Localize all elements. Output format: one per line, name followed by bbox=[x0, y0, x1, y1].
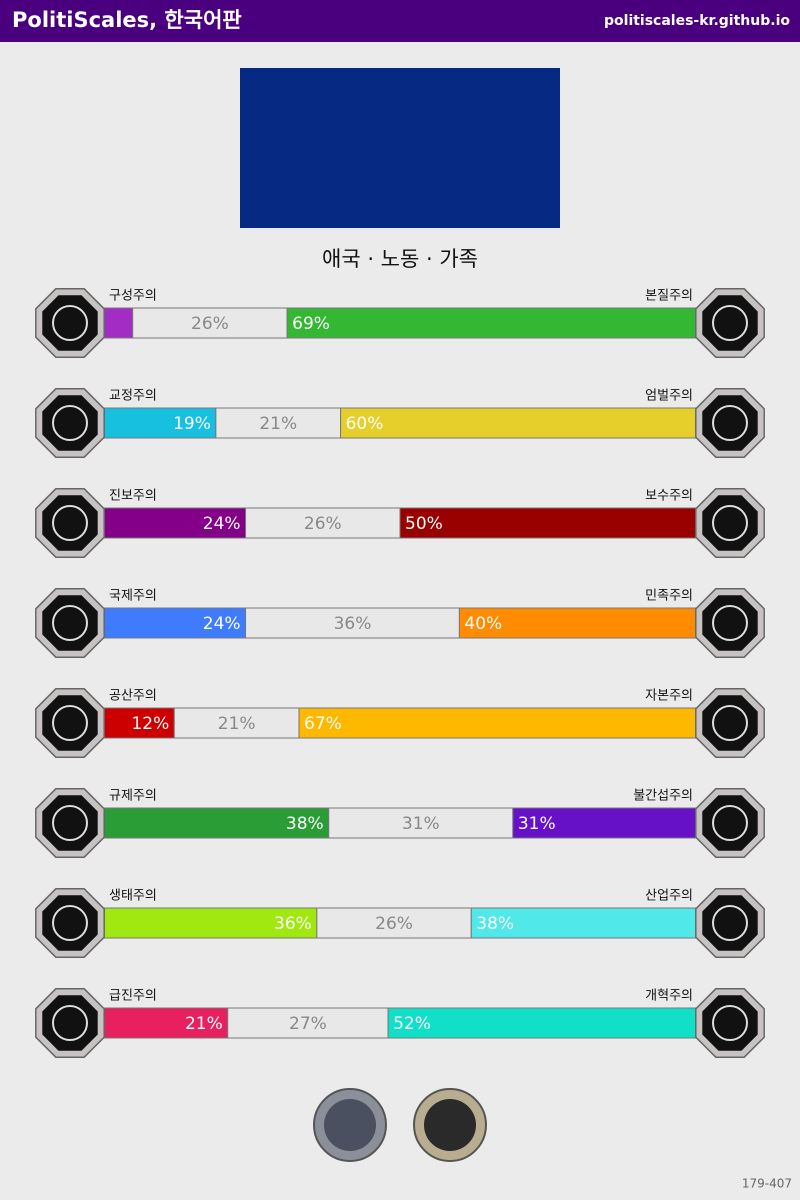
axis-icon bbox=[42, 495, 98, 551]
footer-code: 179-407 bbox=[742, 1177, 792, 1191]
axis-icon bbox=[712, 305, 748, 341]
bar-label: 67% bbox=[304, 714, 342, 734]
axis-icon bbox=[702, 595, 758, 651]
bar-label: 31% bbox=[518, 814, 556, 834]
axis-right-label: 본질주의 bbox=[645, 289, 693, 304]
axis-right-label: 산업주의 bbox=[645, 889, 693, 904]
axis-left-label: 생태주의 bbox=[109, 889, 157, 904]
flag bbox=[240, 68, 560, 228]
axis-icon bbox=[42, 895, 98, 951]
bar-label: 21% bbox=[259, 414, 297, 434]
axis-left-label: 급진주의 bbox=[109, 989, 157, 1004]
bar-label: 24% bbox=[203, 514, 241, 534]
badges bbox=[313, 1088, 487, 1162]
axis-icon bbox=[702, 395, 758, 451]
bar-segment bbox=[298, 707, 698, 739]
bar-label: 31% bbox=[402, 814, 440, 834]
bar-label: 52% bbox=[393, 1014, 431, 1034]
axis-icon bbox=[52, 505, 88, 541]
axis-right-label: 자본주의 bbox=[645, 689, 693, 704]
header-bar bbox=[0, 0, 800, 42]
axis-icon bbox=[52, 905, 88, 941]
axis-right-label: 민족주의 bbox=[645, 589, 693, 604]
header-title: PolitiScales, 한국어판 bbox=[12, 8, 242, 32]
bar-label: 26% bbox=[304, 514, 342, 534]
bar-label: 40% bbox=[464, 614, 502, 634]
bar-label: 12% bbox=[131, 714, 169, 734]
bar-label: 60% bbox=[346, 414, 384, 434]
axis-left-label: 진보주의 bbox=[109, 489, 157, 504]
axis-left-label: 구성주의 bbox=[109, 289, 157, 304]
axis-right-label: 개혁주의 bbox=[645, 989, 693, 1004]
bar-segment bbox=[458, 607, 698, 639]
axis-right-label: 불간섭주의 bbox=[633, 789, 693, 804]
bar-label: 26% bbox=[375, 914, 413, 934]
bar-label: 21% bbox=[218, 714, 256, 734]
axis-icon bbox=[712, 505, 748, 541]
axis-left-label: 교정주의 bbox=[109, 389, 157, 404]
axis-icon bbox=[42, 695, 98, 751]
bar-label: 19% bbox=[173, 414, 211, 434]
axis-icon bbox=[702, 495, 758, 551]
bar-label: 50% bbox=[405, 514, 443, 534]
bar-segment bbox=[340, 407, 698, 439]
axis-icon bbox=[702, 895, 758, 951]
bar-segment bbox=[102, 907, 318, 939]
badge bbox=[324, 1099, 376, 1151]
axis-left-label: 규제주의 bbox=[109, 789, 157, 804]
bar-segment bbox=[470, 907, 698, 939]
axis-left-label: 국제주의 bbox=[109, 589, 157, 604]
badge bbox=[424, 1099, 476, 1151]
bar-label: 21% bbox=[185, 1014, 223, 1034]
bar-segment bbox=[399, 507, 698, 539]
bar-label: 26% bbox=[191, 314, 229, 334]
axis-left-label: 공산주의 bbox=[109, 689, 157, 704]
bar-label: 27% bbox=[289, 1014, 327, 1034]
bar-segment bbox=[316, 907, 472, 939]
axis-icon bbox=[702, 995, 758, 1051]
axis-icon bbox=[52, 605, 88, 641]
header-url[interactable]: politiscales-kr.github.io bbox=[604, 13, 790, 29]
axis-icon bbox=[52, 305, 88, 341]
bar-label: 69% bbox=[292, 314, 330, 334]
axis-icon bbox=[702, 795, 758, 851]
axis-icon bbox=[52, 405, 88, 441]
axis-icon bbox=[702, 695, 758, 751]
bar-label: 38% bbox=[476, 914, 514, 934]
axis-icon bbox=[712, 705, 748, 741]
bar-segment bbox=[286, 307, 698, 339]
axis-icon bbox=[42, 995, 98, 1051]
axis-icon bbox=[702, 295, 758, 351]
axis-icon bbox=[42, 595, 98, 651]
axis-icon bbox=[52, 1005, 88, 1041]
bar-label: 36% bbox=[334, 614, 372, 634]
bar-segment bbox=[387, 1007, 698, 1039]
bar-segment bbox=[215, 407, 342, 439]
bar-segment bbox=[328, 807, 514, 839]
axis-right-label: 엄벌주의 bbox=[645, 389, 693, 404]
bar-label: 36% bbox=[274, 914, 312, 934]
axis-icon bbox=[712, 805, 748, 841]
axis-right-label: 보수주의 bbox=[645, 489, 693, 504]
axis-icon bbox=[712, 1005, 748, 1041]
bar-label: 24% bbox=[203, 614, 241, 634]
bar-segment bbox=[245, 607, 460, 639]
axis-icon bbox=[42, 295, 98, 351]
axis-icon bbox=[42, 795, 98, 851]
slogan: 애국 · 노동 · 가족 bbox=[322, 247, 478, 271]
axis-icon bbox=[52, 705, 88, 741]
axis-icon bbox=[712, 405, 748, 441]
axis-icon bbox=[52, 805, 88, 841]
axis-icon bbox=[712, 605, 748, 641]
bar-segment bbox=[102, 307, 134, 339]
bar-label: 38% bbox=[286, 814, 324, 834]
axis-icon bbox=[712, 905, 748, 941]
axis-icon bbox=[42, 395, 98, 451]
